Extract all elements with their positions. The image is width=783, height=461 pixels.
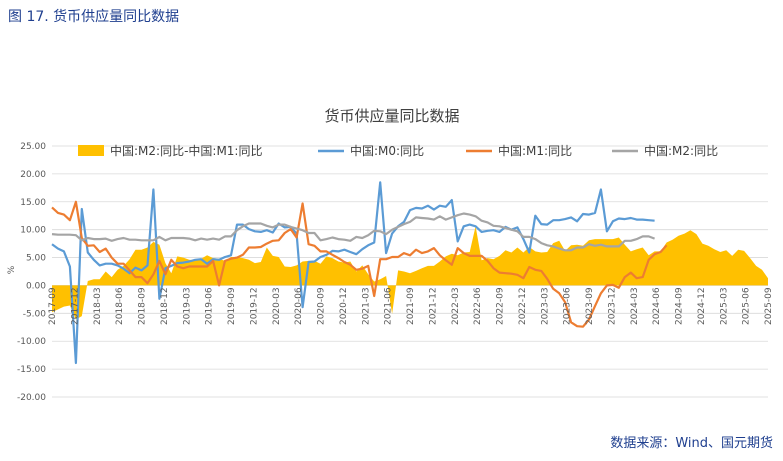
x-tick-label: 2022-09 [496,287,506,325]
x-tick-label: 2019-06 [205,287,215,325]
legend-label: 中国:M2:同比-中国:M1:同比 [110,143,262,158]
source-note: 数据来源：Wind、国元期货 [610,436,773,451]
y-tick-label: -15.00 [17,365,46,375]
x-axis-ticks: 2017-09 2017-12 2018-03 2018-06 2018-09 2018-… [48,287,774,325]
x-tick-label: 2024-09 [675,287,685,325]
x-tick-label: 2021-06 [384,287,394,325]
legend-label: 中国:M1:同比 [498,143,572,158]
x-tick-label: 2018-09 [138,287,148,325]
x-tick-label: 2023-09 [585,287,595,325]
x-tick-label: 2017-12 [70,287,80,325]
x-tick-label: 2019-12 [249,287,259,325]
series-line-2 [51,200,668,328]
series-area-0 [52,226,768,320]
y-axis-label: % [7,265,17,274]
x-tick-label: 2020-12 [339,287,349,325]
y-tick-label: -10.00 [17,337,46,347]
legend-item: 中国:M0:同比 [318,143,424,158]
legend-label: 中国:M2:同比 [644,143,718,158]
x-tick-label: 2022-03 [451,287,461,325]
y-tick-label: 25.00 [20,142,46,152]
x-tick-label: 2018-03 [93,287,103,325]
x-tick-label: 2021-12 [428,287,438,325]
chart-line-series [51,181,668,365]
x-tick-label: 2022-06 [473,287,483,325]
x-tick-label: 2018-06 [115,287,125,325]
series-line-3 [51,212,655,252]
x-tick-label: 2025-03 [719,287,729,325]
x-tick-label: 2020-06 [294,287,304,325]
legend-label: 中国:M0:同比 [350,143,424,158]
x-tick-label: 2020-03 [272,287,282,325]
x-tick-label: 2023-06 [563,287,573,325]
series-line-1 [51,181,655,365]
x-tick-label: 2024-03 [630,287,640,325]
chart-gridlines [52,145,768,398]
y-tick-label: -20.00 [17,393,46,403]
y-tick-label: 20.00 [20,170,46,180]
y-tick-label: -5.00 [23,309,47,319]
legend-item: 中国:M2:同比-中国:M1:同比 [78,143,262,158]
x-tick-label: 2019-09 [227,287,237,325]
x-tick-label: 2024-06 [652,287,662,325]
legend-item: 中国:M2:同比 [612,143,718,158]
x-tick-label: 2017-09 [48,287,58,325]
figure-caption: 图 17. 货币供应量同比数据 [8,9,180,25]
y-tick-label: 0.00 [26,281,46,291]
chart-area-series [52,226,768,320]
x-tick-label: 2022-12 [518,287,528,325]
chart-title: 货币供应量同比数据 [324,107,459,125]
y-axis-ticks: 25.00 20.00 15.00 10.00 5.00 0.00 -5.00 -10.00 -… [17,142,46,403]
x-tick-label: 2024-12 [697,287,707,325]
chart-legend: 中国:M2:同比-中国:M1:同比 中国:M0:同比 中国:M1:同比 中国:M2:同… [78,143,718,158]
x-tick-label: 2023-12 [607,287,617,325]
y-tick-label: 15.00 [20,198,46,208]
y-tick-label: 10.00 [20,226,46,236]
x-tick-label: 2018-12 [160,287,170,325]
legend-swatch [78,145,104,156]
x-tick-label: 2020-09 [317,287,327,325]
x-tick-label: 2021-09 [406,287,416,325]
x-tick-label: 2019-03 [182,287,192,325]
legend-item: 中国:M1:同比 [466,143,572,158]
x-tick-label: 2025-09 [764,287,774,325]
y-tick-label: 5.00 [26,254,46,264]
x-tick-label: 2021-03 [361,287,371,325]
x-tick-label: 2023-03 [540,287,550,325]
x-tick-label: 2025-06 [742,287,752,325]
